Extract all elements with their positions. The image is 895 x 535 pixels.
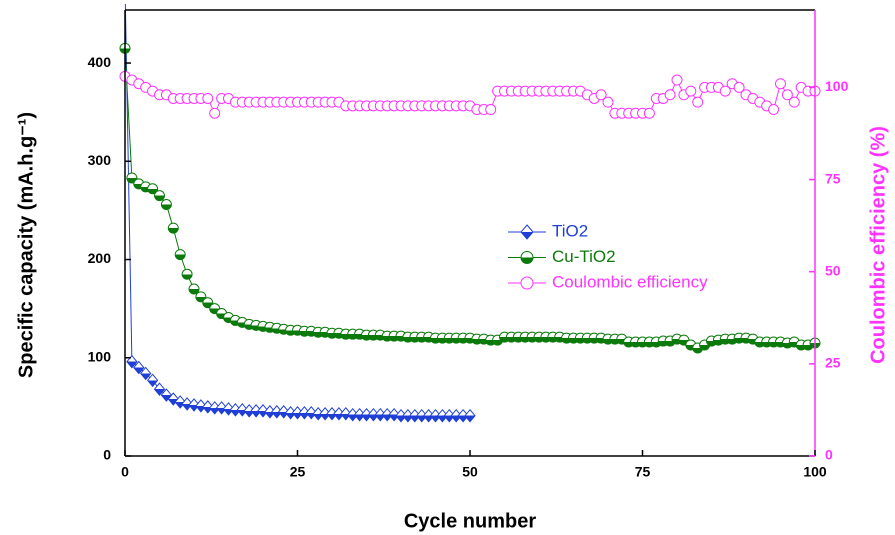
- marker: [174, 249, 186, 261]
- marker: [768, 104, 780, 116]
- marker: [485, 104, 497, 116]
- marker: [236, 403, 248, 417]
- marker: [126, 172, 138, 184]
- y2-axis-label: Coulombic efficiency (%): [867, 126, 889, 364]
- y-axis-label: Specific capacity (mA.h.g⁻¹): [15, 112, 37, 378]
- marker: [195, 399, 207, 413]
- data-layer: [119, 4, 821, 423]
- marker: [520, 276, 534, 290]
- marker: [147, 183, 159, 195]
- y-tick-label: 200: [88, 250, 112, 266]
- y2-tick-label: 75: [825, 170, 841, 186]
- marker: [788, 96, 800, 108]
- marker: [685, 85, 697, 97]
- marker: [215, 401, 228, 415]
- x-tick-label: 100: [803, 464, 827, 480]
- marker: [719, 85, 731, 97]
- marker: [257, 404, 269, 418]
- marker: [209, 107, 221, 119]
- x-tick-label: 25: [290, 464, 306, 480]
- marker: [305, 405, 317, 420]
- marker: [153, 382, 166, 396]
- x-tick-label: 75: [635, 464, 651, 480]
- marker: [188, 398, 200, 412]
- legend-label: Coulombic efficiency: [552, 272, 708, 291]
- marker: [520, 251, 534, 264]
- marker: [733, 81, 745, 93]
- x-axis-label: Cycle number: [404, 510, 536, 532]
- marker: [167, 222, 179, 234]
- series-line: [124, 4, 470, 417]
- marker: [664, 89, 676, 101]
- marker: [181, 397, 193, 411]
- marker: [202, 400, 214, 414]
- y-tick-label: 400: [88, 54, 112, 70]
- legend: TiO2 Cu-TiO2 Coulombic efficiency: [508, 221, 708, 291]
- legend-label: Cu-TiO2: [552, 247, 616, 266]
- marker: [222, 402, 235, 416]
- marker: [278, 405, 290, 419]
- marker: [388, 407, 400, 422]
- marker: [140, 366, 152, 381]
- marker: [671, 74, 683, 86]
- marker: [133, 360, 145, 375]
- marker: [781, 89, 793, 101]
- y-tick-label: 100: [88, 348, 112, 364]
- y2-tick-label: 25: [825, 355, 841, 371]
- marker: [146, 373, 159, 388]
- y2-tick-label: 100: [825, 78, 849, 94]
- y-tick-label: 300: [88, 152, 112, 168]
- marker: [643, 107, 655, 119]
- y-tick-label: 0: [103, 447, 111, 463]
- marker: [202, 92, 214, 104]
- legend-label: TiO2: [552, 221, 588, 240]
- marker: [340, 406, 352, 421]
- y2-tick-label: 50: [825, 262, 841, 278]
- marker: [464, 408, 476, 423]
- marker: [195, 291, 207, 303]
- marker: [126, 354, 138, 369]
- marker: [160, 199, 172, 211]
- marker: [520, 224, 534, 240]
- marker: [775, 78, 786, 90]
- x-tick-label: 50: [462, 464, 478, 480]
- marker: [202, 297, 214, 309]
- marker: [595, 89, 607, 101]
- marker: [692, 96, 704, 108]
- x-tick-label: 0: [121, 464, 129, 480]
- marker: [602, 96, 614, 108]
- marker: [188, 283, 200, 295]
- marker: [181, 268, 193, 280]
- marker: [154, 190, 165, 202]
- y2-tick-label: 0: [825, 447, 833, 463]
